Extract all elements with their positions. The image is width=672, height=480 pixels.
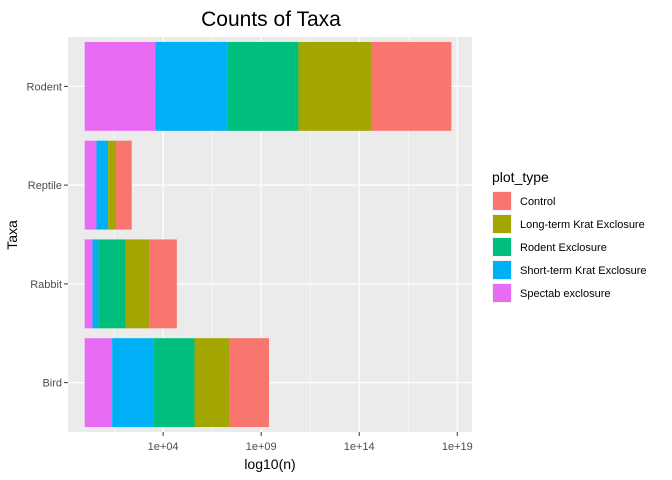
bar-segment	[155, 41, 228, 131]
legend-swatch	[493, 261, 511, 279]
legend-swatch	[493, 238, 511, 256]
bar-segment	[84, 140, 97, 230]
bar-segment	[371, 41, 452, 131]
legend-label: Short-term Krat Exclosure	[520, 265, 647, 277]
legend: plot_type Control Long-term Krat Exclosur…	[492, 169, 647, 303]
bar-segment	[98, 239, 126, 329]
legend-label: Rodent Exclosure	[520, 242, 607, 254]
bar-segment	[229, 338, 270, 428]
bar-segment	[84, 239, 93, 329]
legend-title: plot_type	[492, 169, 549, 185]
y-tick-label: Rabbit	[30, 279, 62, 291]
bar-segment	[84, 41, 156, 131]
bar-segment	[149, 239, 177, 329]
x-tick-label: 1e+14	[344, 441, 375, 453]
y-tick-label: Rodent	[27, 81, 62, 93]
legend-label: Long-term Krat Exclosure	[520, 219, 645, 231]
x-tick-label: 1e+04	[148, 441, 179, 453]
chart-title: Counts of Taxa	[201, 8, 341, 31]
legend-swatch	[493, 284, 511, 302]
bar-segment	[153, 338, 195, 428]
bars	[84, 41, 452, 428]
legend-swatch	[493, 192, 511, 210]
bar-segment	[227, 41, 299, 131]
legend-label: Spectab exclosure	[520, 288, 611, 300]
bar-segment	[194, 338, 230, 428]
bar-segment	[298, 41, 371, 131]
x-axis-ticks: 1e+04 1e+09 1e+14 1e+19	[148, 432, 473, 453]
x-tick-label: 1e+09	[246, 441, 277, 453]
legend-label: Control	[520, 196, 555, 208]
y-tick-label: Reptile	[28, 180, 62, 192]
bar-segment	[92, 239, 99, 329]
bar-segment	[108, 140, 117, 230]
bar-segment	[84, 338, 113, 428]
bar-segment	[112, 338, 154, 428]
y-axis-ticks: Bird Rabbit Reptile Rodent	[27, 81, 68, 390]
bar-segment	[125, 239, 150, 329]
legend-swatch	[493, 215, 511, 233]
bar-segment	[116, 140, 132, 230]
y-axis-title: Taxa	[4, 220, 20, 250]
y-tick-label: Bird	[42, 378, 62, 390]
bar-segment	[96, 140, 109, 230]
x-axis-title: log10(n)	[244, 456, 295, 472]
x-tick-label: 1e+19	[442, 441, 473, 453]
